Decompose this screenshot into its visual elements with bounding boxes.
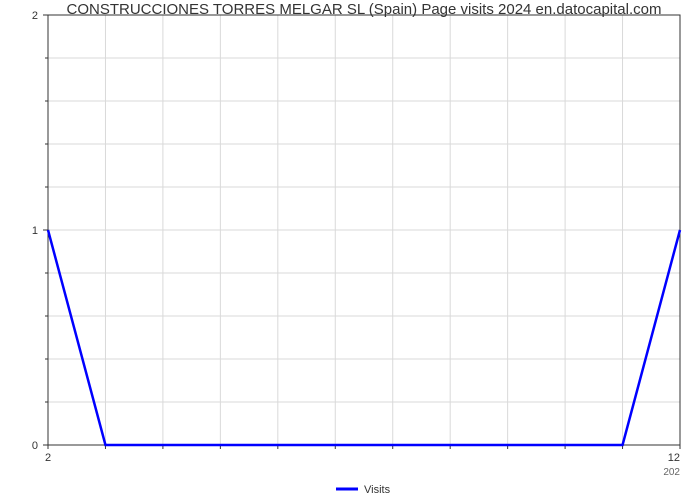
visits-chart: 012212202CONSTRUCCIONES TORRES MELGAR SL… (0, 0, 700, 500)
x-right-label-bottom: 202 (663, 467, 680, 478)
y-tick-label: 1 (32, 225, 38, 237)
y-tick-label: 2 (32, 10, 38, 22)
legend-label: Visits (364, 484, 391, 496)
y-tick-label: 0 (32, 440, 38, 452)
x-left-label: 2 (45, 452, 51, 464)
chart-svg: 012212202CONSTRUCCIONES TORRES MELGAR SL… (0, 0, 700, 500)
chart-title: CONSTRUCCIONES TORRES MELGAR SL (Spain) … (67, 1, 662, 18)
x-right-label-top: 12 (668, 452, 680, 464)
